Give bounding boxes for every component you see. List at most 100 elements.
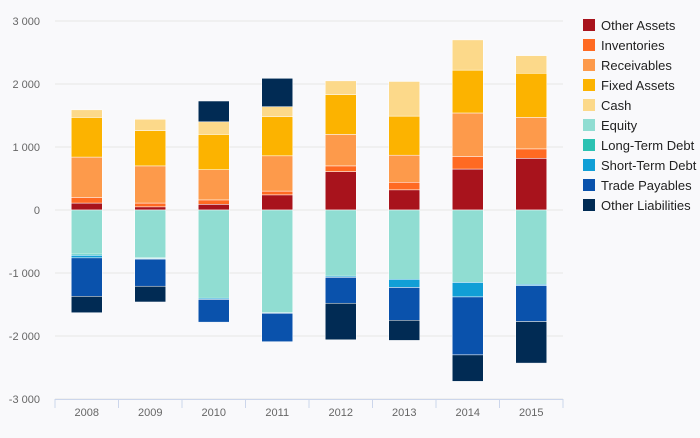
bar-inventories-2009 [134, 202, 166, 208]
bar-receivables-2012 [325, 134, 357, 167]
bar-receivables-2008 [71, 156, 103, 198]
legend-item-receivables[interactable]: Receivables [583, 58, 672, 73]
bar-equity-2014 [452, 209, 484, 283]
x-tick-label: 2013 [392, 407, 416, 419]
x-tick-label: 2010 [202, 407, 226, 419]
bar-inventories-2010 [198, 199, 230, 205]
y-tick-label: -1 000 [9, 268, 40, 280]
y-tick-label: 2 000 [12, 79, 40, 91]
bar-receivables-2014 [452, 112, 484, 157]
bar-receivables-2009 [134, 165, 166, 204]
bar-short-term-debt-2008 [71, 255, 103, 259]
x-tick-label: 2012 [329, 407, 353, 419]
bar-inventories-2015 [515, 148, 547, 159]
y-tick-label: -3 000 [9, 394, 40, 406]
bar-cash-2009 [134, 119, 166, 131]
bar-trade-payables-2014 [452, 296, 484, 356]
bar-fixed-assets-2014 [452, 69, 484, 114]
bar-fixed-assets-2008 [71, 117, 103, 158]
y-tick-label: 1 000 [12, 142, 40, 154]
bar-equity-2011 [261, 209, 293, 313]
x-tick-label: 2014 [456, 407, 480, 419]
bar-equity-2010 [198, 209, 230, 299]
legend-swatch [583, 79, 595, 91]
y-tick-label: 3 000 [12, 16, 40, 28]
legend-item-fixed-assets[interactable]: Fixed Assets [583, 78, 675, 93]
legend-item-short-term-debt[interactable]: Short-Term Debt [583, 158, 697, 173]
bar-cash-2011 [261, 106, 293, 118]
legend-swatch [583, 119, 595, 131]
bar-inventories-2008 [71, 197, 103, 204]
bar-inventories-2012 [325, 165, 357, 172]
bar-trade-payables-2010 [198, 299, 230, 323]
bar-cash-2008 [71, 109, 103, 118]
y-tick-label: -2 000 [9, 331, 40, 343]
bar-other-assets-2008 [71, 202, 103, 211]
legend-item-cash[interactable]: Cash [583, 98, 631, 113]
bar-fixed-assets-2013 [388, 115, 420, 156]
legend-label: Equity [601, 118, 638, 133]
bar-trade-payables-2015 [515, 285, 547, 322]
x-tick-label: 2009 [138, 407, 162, 419]
bar-short-term-debt-2013 [388, 279, 420, 288]
x-tick-label: 2011 [265, 407, 289, 419]
legend-swatch [583, 19, 595, 31]
axes: -3 000 -2 000 -1 000 0 1 000 2 000 3 000 2008 20… [9, 16, 564, 419]
legend-swatch [583, 199, 595, 211]
bar-fixed-assets-2015 [515, 73, 547, 118]
bar-cash-2015 [515, 55, 547, 74]
legend-swatch [583, 99, 595, 111]
bar-other-liabilities-2013 [388, 320, 420, 341]
bar-cash-2012 [325, 80, 357, 95]
x-tick-label: 2015 [519, 407, 543, 419]
legend-label: Fixed Assets [601, 78, 675, 93]
legend-swatch [583, 59, 595, 71]
legend-item-other-assets[interactable]: Other Assets [583, 18, 676, 33]
bar-fixed-assets-2009 [134, 130, 166, 167]
bar-inventories-2011 [261, 190, 293, 196]
bar-receivables-2010 [198, 169, 230, 201]
bar-other-assets-2014 [452, 168, 484, 211]
legend-item-equity[interactable]: Equity [583, 118, 638, 133]
bar-cash-2010 [198, 121, 230, 135]
bar-other-assets-2011 [261, 194, 293, 211]
legend-swatch [583, 139, 595, 151]
bar-receivables-2011 [261, 155, 293, 192]
grid-lines [55, 20, 563, 400]
bar-equity-2015 [515, 209, 547, 285]
x-tick-label: 2008 [75, 407, 99, 419]
bar-equity-2013 [388, 209, 420, 280]
legend-label: Receivables [601, 58, 672, 73]
legend-label: Trade Payables [601, 178, 692, 193]
bar-other-liabilities-2008 [71, 296, 103, 313]
bar-trade-payables-2008 [71, 257, 103, 297]
bar-receivables-2013 [388, 154, 420, 183]
bar-cash-2014 [452, 39, 484, 71]
legend-item-trade-payables[interactable]: Trade Payables [583, 178, 692, 193]
bar-other-assets-2009 [134, 206, 166, 211]
bars [71, 39, 547, 382]
legend-item-long-term-debt[interactable]: Long-Term Debt [583, 138, 695, 153]
bar-trade-payables-2011 [261, 313, 293, 342]
bar-other-assets-2012 [325, 171, 357, 211]
legend-label: Inventories [601, 38, 665, 53]
bar-fixed-assets-2012 [325, 94, 357, 135]
legend-label: Other Liabilities [601, 198, 691, 213]
legend-swatch [583, 179, 595, 191]
bar-receivables-2015 [515, 117, 547, 150]
bar-other-liabilities-2012 [325, 302, 357, 341]
legend-item-other-liabilities[interactable]: Other Liabilities [583, 198, 691, 213]
legend-label: Cash [601, 98, 631, 113]
bar-other-liabilities-2010 [198, 100, 230, 123]
bar-trade-payables-2009 [134, 258, 166, 287]
bar-inventories-2014 [452, 156, 484, 170]
bar-other-liabilities-2014 [452, 354, 484, 382]
legend-item-inventories[interactable]: Inventories [583, 38, 665, 53]
y-tick-label: 0 [34, 205, 40, 217]
legend-swatch [583, 39, 595, 51]
bar-equity-2009 [134, 209, 166, 259]
bar-inventories-2013 [388, 182, 420, 191]
bar-fixed-assets-2010 [198, 134, 230, 170]
